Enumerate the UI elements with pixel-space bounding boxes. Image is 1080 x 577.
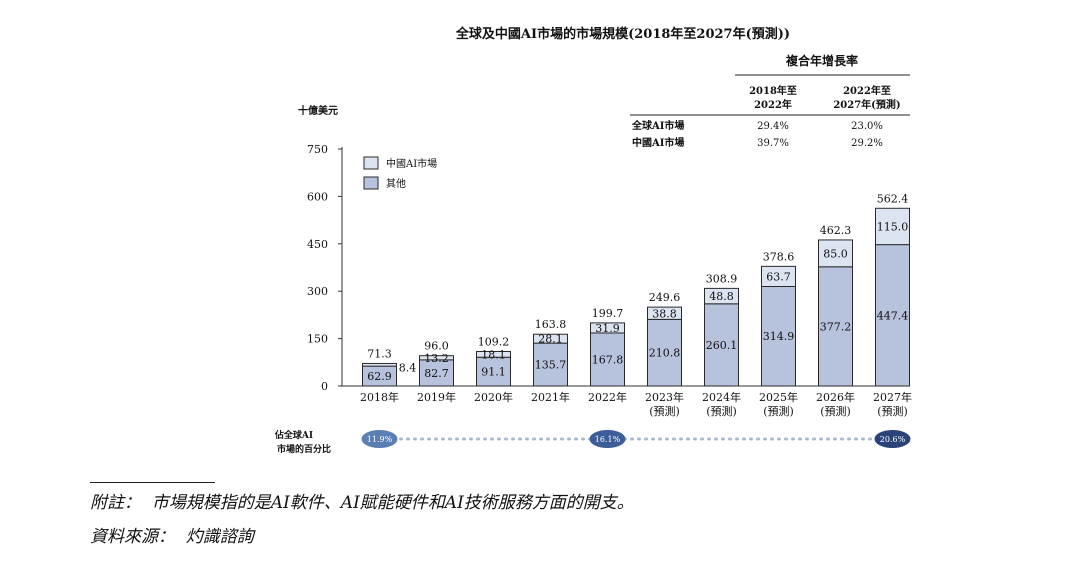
bar-other xyxy=(533,342,568,387)
bar-china-label: 48.8 xyxy=(709,290,734,303)
x-tick-note: (預測) xyxy=(706,404,737,418)
x-tick-label: 2027年 xyxy=(873,390,912,404)
bar-china xyxy=(875,207,910,246)
bar-other-label: 167.8 xyxy=(592,353,624,366)
bar-other-label: 314.9 xyxy=(763,330,795,343)
bar-other-label: 62.9 xyxy=(367,370,392,383)
bar-total-label: 308.9 xyxy=(706,272,738,285)
bar-other xyxy=(476,356,511,387)
bar-other-label: 210.8 xyxy=(649,347,681,360)
bar-china xyxy=(818,239,853,268)
bar-china-label: 38.8 xyxy=(652,307,677,320)
share-value: 11.9% xyxy=(367,435,393,444)
share-value: 16.1% xyxy=(595,435,621,444)
cagr-col2-head: 2022年至 xyxy=(843,84,891,97)
x-tick-label: 2022年 xyxy=(588,390,627,404)
cagr-row-v1: 39.7% xyxy=(757,138,789,149)
legend-label: 中國AI市場 xyxy=(386,157,437,170)
cagr-row-v2: 23.0% xyxy=(851,121,883,132)
bar-other xyxy=(761,285,796,387)
cagr-col1-head: 2022年 xyxy=(754,98,792,111)
chart-title: 全球及中國AI市場的市場規模(2018年至2027年(預測)) xyxy=(455,26,790,42)
x-tick-label: 2019年 xyxy=(417,390,456,404)
bar-other xyxy=(875,244,910,387)
x-tick-label: 2018年 xyxy=(360,390,399,404)
bar-total-label: 562.4 xyxy=(877,192,909,205)
bar-total-label: 71.3 xyxy=(367,347,392,360)
footnote-note: 附註： 市場規模指的是AI軟件、AI賦能硬件和AI技術服務方面的開支。 xyxy=(90,493,634,513)
bar-china-label: 85.0 xyxy=(823,247,848,260)
bar-china-label: 115.0 xyxy=(877,220,909,233)
legend-label: 其他 xyxy=(386,177,406,190)
bar-china xyxy=(476,350,511,358)
x-tick-label: 2024年 xyxy=(702,390,741,404)
legend-swatch xyxy=(363,156,379,170)
share-value: 20.6% xyxy=(880,435,906,444)
x-tick-note: (預測) xyxy=(763,404,794,418)
bar-china xyxy=(590,322,625,334)
bar-other-label: 91.1 xyxy=(481,366,506,379)
x-tick-note: (預測) xyxy=(877,404,908,418)
y-tick-label: 750 xyxy=(307,143,328,156)
bar-total-label: 462.3 xyxy=(820,224,852,237)
bar-china-label: 13.2 xyxy=(424,352,449,365)
y-tick-label: 600 xyxy=(307,190,328,203)
bar-china-label: 18.1 xyxy=(481,348,506,361)
cagr-title: 複合年增長率 xyxy=(785,53,858,68)
x-tick-note: (預測) xyxy=(820,404,851,418)
x-tick-label: 2026年 xyxy=(816,390,855,404)
share-label-line2: 市場的百分比 xyxy=(277,443,331,455)
cagr-row-v2: 29.2% xyxy=(851,138,883,149)
share-bubble xyxy=(874,430,911,448)
cagr-row-v1: 29.4% xyxy=(757,121,789,132)
x-tick-label: 2020年 xyxy=(474,390,513,404)
bar-china xyxy=(533,333,568,344)
bar-china xyxy=(647,306,682,320)
bar-other-label: 82.7 xyxy=(424,367,449,380)
bar-other xyxy=(590,332,625,387)
bar-total-label: 96.0 xyxy=(424,340,449,353)
y-tick-label: 0 xyxy=(321,380,328,393)
cagr-col2-head: 2027年(預測) xyxy=(833,98,900,111)
footnote-rule xyxy=(90,482,215,483)
bar-china-label: 63.7 xyxy=(766,270,791,283)
bar-china xyxy=(704,287,739,305)
y-tick-label: 300 xyxy=(307,285,328,298)
bar-total-label: 378.6 xyxy=(763,250,795,263)
share-label-line1: 佔全球AI xyxy=(274,429,313,441)
bar-other-label: 135.7 xyxy=(535,359,567,372)
x-tick-label: 2023年 xyxy=(645,390,684,404)
bar-china xyxy=(761,265,796,287)
bar-total-label: 249.6 xyxy=(649,291,681,304)
x-tick-note: (預測) xyxy=(649,404,680,418)
bar-china xyxy=(362,362,397,367)
bar-total-label: 163.8 xyxy=(535,318,567,331)
share-bubble xyxy=(361,430,398,448)
cagr-row-label: 中國AI市場 xyxy=(632,136,684,149)
bar-other-label: 447.4 xyxy=(877,309,909,322)
x-tick-label: 2021年 xyxy=(531,390,570,404)
bar-total-label: 199.7 xyxy=(592,307,624,320)
share-bubble xyxy=(589,430,626,448)
y-axis-label: 十億美元 xyxy=(298,104,338,117)
footnote-source: 資料來源： 灼識諮詢 xyxy=(90,527,254,547)
bar-other xyxy=(647,318,682,387)
bar-other-label: 377.2 xyxy=(820,320,852,333)
legend-swatch xyxy=(363,176,379,190)
y-tick-label: 150 xyxy=(307,333,328,346)
cagr-col1-head: 2018年至 xyxy=(749,84,797,97)
bar-other-label: 260.1 xyxy=(706,339,738,352)
y-tick-label: 450 xyxy=(307,238,328,251)
cagr-row-label: 全球AI市場 xyxy=(631,119,684,132)
bar-china-label: 31.9 xyxy=(595,322,620,335)
bar-china xyxy=(419,355,454,361)
bar-china-label: 8.4 xyxy=(399,361,417,374)
x-tick-label: 2025年 xyxy=(759,390,798,404)
bar-china-label: 28.1 xyxy=(538,333,563,346)
bar-total-label: 109.2 xyxy=(478,335,510,348)
